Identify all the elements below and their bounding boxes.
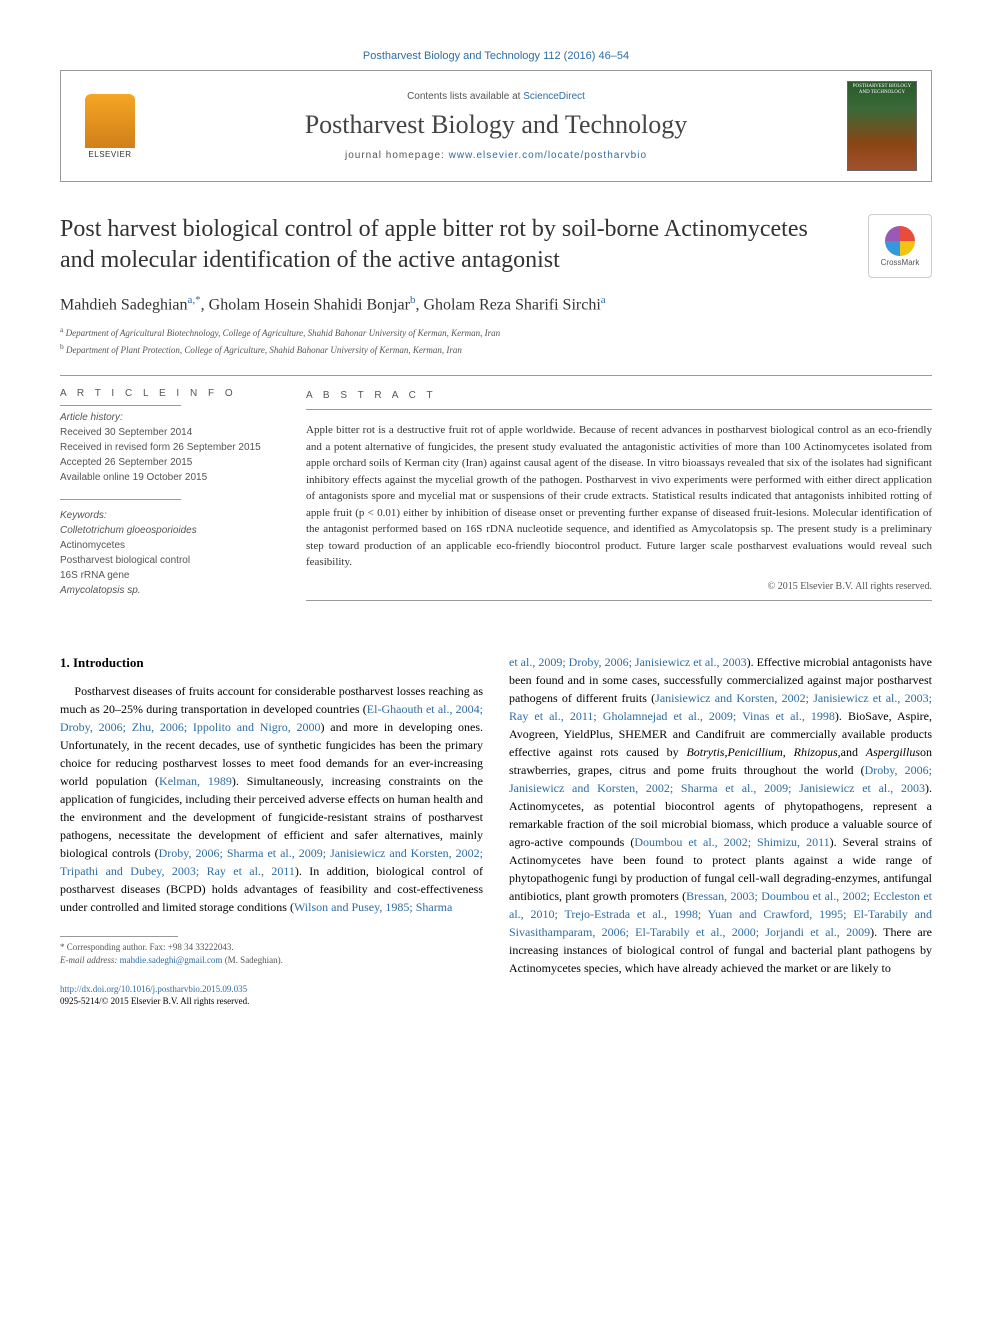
history-label: Article history:: [60, 412, 280, 423]
crossmark-badge[interactable]: CrossMark: [868, 214, 932, 278]
info-divider: [60, 405, 181, 406]
abstract-text: Apple bitter rot is a destructive fruit …: [306, 422, 932, 571]
contents-line: Contents lists available at ScienceDirec…: [145, 91, 847, 102]
abstract-divider: [306, 409, 932, 410]
elsevier-label: ELSEVIER: [88, 150, 131, 159]
article-title: Post harvest biological control of apple…: [60, 214, 868, 276]
body-col-right: et al., 2009; Droby, 2006; Janisiewicz e…: [509, 653, 932, 1008]
journal-header: ELSEVIER Contents lists available at Sci…: [60, 70, 932, 182]
ref-link-5[interactable]: et al., 2009; Droby, 2006; Janisiewicz e…: [509, 655, 747, 669]
abstract-heading: A B S T R A C T: [306, 388, 932, 403]
top-citation: Postharvest Biology and Technology 112 (…: [60, 50, 932, 62]
authors-line: Mahdieh Sadeghiana,*, Gholam Hosein Shah…: [60, 294, 932, 314]
article-info: A R T I C L E I N F O Article history: R…: [60, 388, 280, 613]
abstract-copyright: © 2015 Elsevier B.V. All rights reserved…: [306, 579, 932, 594]
issn-line: 0925-5214/© 2015 Elsevier B.V. All right…: [60, 995, 483, 1008]
author-3: , Gholam Reza Sharifi Sirchi: [415, 296, 600, 313]
footnote-block: * Corresponding author. Fax: +98 34 3322…: [60, 936, 483, 966]
email-link[interactable]: mahdie.sadeghi@gmail.com: [120, 955, 223, 965]
crossmark-icon: [885, 226, 915, 256]
corresponding-author: * Corresponding author. Fax: +98 34 3322…: [60, 941, 483, 954]
elsevier-logo[interactable]: ELSEVIER: [75, 86, 145, 166]
article-info-heading: A R T I C L E I N F O: [60, 388, 280, 399]
crossmark-label: CrossMark: [881, 258, 920, 267]
ref-link-2[interactable]: Kelman, 1989: [159, 774, 232, 788]
homepage-link[interactable]: www.elsevier.com/locate/postharvbio: [449, 150, 647, 161]
sciencedirect-link[interactable]: ScienceDirect: [523, 91, 585, 102]
body-col-left: 1. Introduction Postharvest diseases of …: [60, 653, 483, 1008]
author-2: , Gholam Hosein Shahidi Bonjar: [201, 296, 410, 313]
elsevier-tree-icon: [85, 94, 135, 148]
keyword-2: Postharvest biological control: [60, 553, 280, 568]
author-3-sup[interactable]: a: [601, 294, 606, 306]
history-line-0: Received 30 September 2014: [60, 425, 280, 440]
info-divider-2: [60, 499, 181, 500]
affiliation-a: Department of Agricultural Biotechnology…: [66, 328, 501, 338]
section-heading: 1. Introduction: [60, 653, 483, 673]
abstract-divider-bottom: [306, 600, 932, 601]
top-citation-link[interactable]: Postharvest Biology and Technology 112 (…: [363, 50, 629, 62]
doi-link[interactable]: http://dx.doi.org/10.1016/j.postharvbio.…: [60, 984, 247, 994]
homepage-line: journal homepage: www.elsevier.com/locat…: [145, 150, 847, 161]
ref-link-8[interactable]: Doumbou et al., 2002; Shimizu, 2011: [634, 835, 829, 849]
keyword-3: 16S rRNA gene: [60, 568, 280, 583]
abstract-column: A B S T R A C T Apple bitter rot is a de…: [306, 388, 932, 613]
divider: [60, 375, 932, 376]
author-1: Mahdieh Sadeghian: [60, 296, 188, 313]
body-columns: 1. Introduction Postharvest diseases of …: [60, 653, 932, 1008]
history-line-1: Received in revised form 26 September 20…: [60, 440, 280, 455]
contents-prefix: Contents lists available at: [407, 91, 523, 102]
keyword-4: Amycolatopsis sp.: [60, 585, 141, 596]
footnote-divider: [60, 936, 178, 937]
journal-name: Postharvest Biology and Technology: [145, 110, 847, 140]
ref-link-4[interactable]: Wilson and Pusey, 1985; Sharma: [294, 900, 452, 914]
intro-paragraph-cont: et al., 2009; Droby, 2006; Janisiewicz e…: [509, 653, 932, 977]
keywords-label: Keywords:: [60, 510, 280, 521]
history-line-3: Available online 19 October 2015: [60, 470, 280, 485]
keyword-0: Colletotrichum gloeosporioides: [60, 525, 197, 536]
journal-cover-thumbnail[interactable]: POSTHARVEST BIOLOGY AND TECHNOLOGY: [847, 81, 917, 171]
email-label: E-mail address:: [60, 955, 120, 965]
author-1-sup[interactable]: a,*: [188, 294, 201, 306]
doi-block: http://dx.doi.org/10.1016/j.postharvbio.…: [60, 983, 483, 1008]
history-line-2: Accepted 26 September 2015: [60, 455, 280, 470]
email-suffix: (M. Sadeghian).: [222, 955, 283, 965]
keyword-1: Actinomycetes: [60, 538, 280, 553]
affiliation-b: Department of Plant Protection, College …: [66, 345, 462, 355]
journal-cover-text: POSTHARVEST BIOLOGY AND TECHNOLOGY: [850, 84, 914, 95]
affiliations: a Department of Agricultural Biotechnolo…: [60, 324, 932, 357]
intro-paragraph: Postharvest diseases of fruits account f…: [60, 682, 483, 916]
homepage-prefix: journal homepage:: [345, 150, 449, 161]
